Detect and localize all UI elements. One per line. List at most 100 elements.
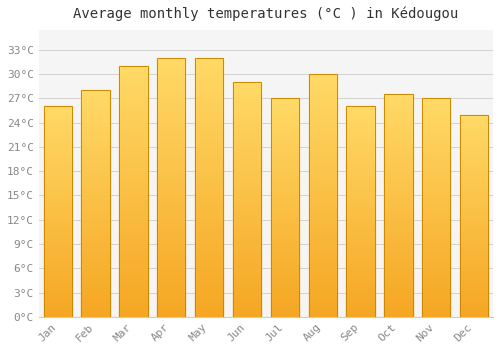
Bar xyxy=(157,97,186,99)
Bar xyxy=(195,275,224,278)
Bar xyxy=(460,313,488,315)
Bar xyxy=(195,128,224,131)
Bar xyxy=(346,144,375,146)
Bar xyxy=(384,234,412,237)
Bar xyxy=(233,193,261,195)
Bar xyxy=(270,280,299,282)
Bar xyxy=(384,303,412,306)
Bar xyxy=(460,159,488,161)
Bar xyxy=(44,176,72,178)
Bar xyxy=(195,242,224,244)
Bar xyxy=(384,177,412,179)
Bar xyxy=(346,180,375,182)
Bar xyxy=(346,117,375,119)
Bar xyxy=(346,229,375,231)
Bar xyxy=(82,195,110,197)
Bar xyxy=(44,310,72,313)
Bar xyxy=(308,93,337,96)
Bar xyxy=(233,101,261,103)
Bar xyxy=(157,161,186,164)
Bar xyxy=(460,288,488,290)
Bar xyxy=(460,230,488,232)
Bar xyxy=(44,287,72,289)
Bar xyxy=(384,148,412,150)
Bar xyxy=(422,151,450,153)
Bar xyxy=(308,217,337,220)
Bar xyxy=(270,190,299,192)
Bar xyxy=(119,93,148,96)
Bar xyxy=(233,300,261,303)
Bar xyxy=(44,144,72,146)
Bar xyxy=(270,179,299,181)
Bar xyxy=(346,201,375,203)
Bar xyxy=(308,227,337,229)
Bar xyxy=(346,271,375,273)
Bar xyxy=(195,190,224,192)
Bar xyxy=(384,108,412,110)
Bar xyxy=(44,271,72,273)
Bar xyxy=(460,129,488,131)
Bar xyxy=(460,197,488,199)
Bar xyxy=(384,292,412,295)
Bar xyxy=(346,306,375,308)
Bar xyxy=(157,148,186,151)
Bar xyxy=(119,272,148,274)
Bar xyxy=(270,118,299,120)
Bar xyxy=(82,111,110,113)
Bar xyxy=(195,66,224,68)
Bar xyxy=(422,306,450,308)
Bar xyxy=(44,237,72,239)
Bar xyxy=(157,239,186,242)
Bar xyxy=(422,153,450,155)
Bar xyxy=(308,275,337,278)
Bar xyxy=(82,92,110,95)
Bar xyxy=(195,234,224,237)
Bar xyxy=(270,225,299,227)
Bar xyxy=(233,199,261,202)
Bar xyxy=(44,197,72,199)
Bar xyxy=(195,169,224,172)
Bar xyxy=(384,308,412,310)
Bar xyxy=(195,138,224,141)
Bar xyxy=(44,117,72,119)
Bar xyxy=(44,123,72,125)
Bar xyxy=(44,281,72,283)
Bar xyxy=(157,156,186,159)
Bar xyxy=(270,157,299,160)
Bar xyxy=(119,264,148,267)
Bar xyxy=(346,235,375,237)
Bar xyxy=(308,314,337,317)
Bar xyxy=(460,169,488,171)
Bar xyxy=(195,154,224,156)
Bar xyxy=(308,295,337,298)
Bar xyxy=(119,124,148,126)
Bar xyxy=(233,242,261,244)
Bar xyxy=(233,164,261,167)
Bar xyxy=(422,135,450,138)
Bar xyxy=(346,231,375,233)
Bar xyxy=(82,174,110,176)
Bar xyxy=(119,136,148,139)
Bar xyxy=(82,115,110,118)
Bar xyxy=(422,214,450,216)
Bar xyxy=(195,244,224,247)
Bar xyxy=(82,201,110,203)
Bar xyxy=(233,146,261,148)
Bar xyxy=(195,79,224,81)
Bar xyxy=(44,208,72,210)
Bar xyxy=(195,86,224,89)
Bar xyxy=(119,66,148,317)
Bar xyxy=(82,238,110,240)
Bar xyxy=(384,150,412,152)
Bar xyxy=(195,213,224,216)
Bar xyxy=(82,269,110,272)
Bar xyxy=(422,192,450,195)
Bar xyxy=(346,199,375,201)
Bar xyxy=(82,183,110,186)
Bar xyxy=(157,120,186,122)
Bar xyxy=(233,279,261,282)
Bar xyxy=(384,230,412,232)
Bar xyxy=(346,310,375,313)
Bar xyxy=(195,288,224,291)
Bar xyxy=(346,186,375,188)
